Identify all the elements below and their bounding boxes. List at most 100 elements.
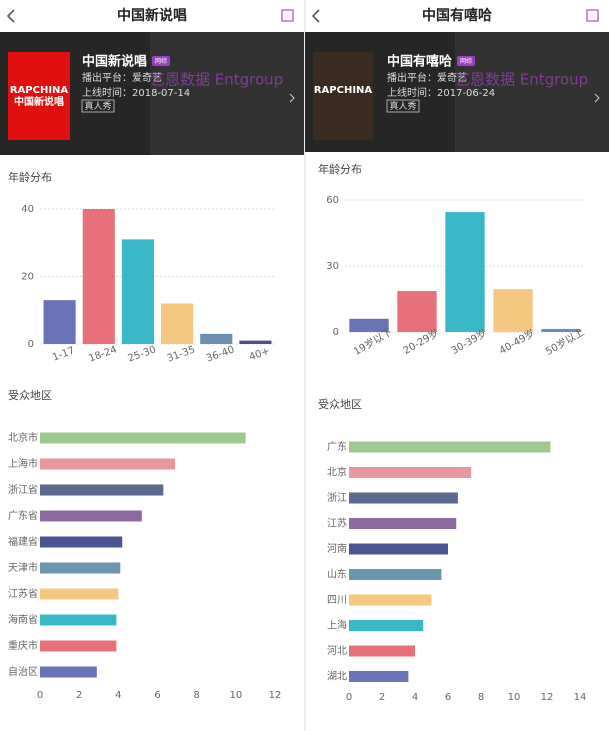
x-tick-label: 10 (508, 692, 521, 703)
bar (40, 640, 117, 652)
y-tick-label: 河南 (327, 542, 347, 555)
x-tick-label: 6 (154, 690, 160, 701)
bar (43, 300, 76, 344)
x-tick-label: 2 (76, 690, 82, 701)
x-tick-label: 8 (193, 690, 199, 701)
chart-title: 年龄分布 (8, 170, 52, 184)
y-tick-label: 北京 (327, 466, 347, 479)
card-arrow[interactable] (594, 93, 600, 103)
bar (40, 666, 97, 678)
y-tick-label: 海南省 (8, 613, 38, 626)
bar (349, 518, 457, 529)
bar (349, 492, 458, 504)
chart-title: 受众地区 (318, 398, 362, 411)
y-tick-label: 广东 (327, 440, 347, 453)
back-button[interactable] (311, 9, 320, 23)
bar (349, 620, 424, 631)
y-tick-label: 30 (326, 261, 339, 272)
y-tick-label: 0 (333, 327, 339, 338)
tag-box (386, 99, 420, 113)
tag: 真人秀 (389, 100, 416, 112)
x-tick-label: 0 (37, 690, 43, 701)
badge-bg (457, 56, 475, 66)
bar (397, 291, 437, 332)
bar (349, 441, 551, 453)
y-tick-label: 40 (21, 204, 34, 215)
bar (349, 645, 415, 657)
bar (40, 562, 121, 574)
bar (349, 594, 432, 606)
share-button[interactable] (586, 9, 599, 22)
bar (200, 333, 233, 344)
back-button[interactable] (6, 9, 15, 23)
bar (40, 614, 117, 626)
card-arrow[interactable] (289, 93, 295, 103)
poster (313, 52, 373, 140)
watermark: 艺恩数据 Entgroup (455, 71, 588, 89)
y-tick-label: 20 (21, 272, 34, 283)
y-tick-label: 北京市 (8, 431, 38, 444)
bar (40, 510, 142, 522)
x-tick-label: 6 (445, 692, 451, 703)
y-tick-label: 自治区 (8, 665, 38, 678)
bar (82, 209, 115, 344)
y-tick-label: 福建省 (8, 535, 38, 548)
share-button[interactable] (281, 9, 294, 22)
bar (541, 328, 581, 332)
bar (445, 212, 485, 332)
show-title: 中国有嘻哈 (387, 54, 452, 70)
x-tick-label: 4 (412, 692, 418, 703)
bar (121, 239, 154, 344)
badge-bg (152, 56, 170, 66)
x-tick-label: 10 (229, 690, 242, 701)
y-tick-label: 湖北 (327, 671, 347, 683)
y-tick-label: 山东 (327, 568, 347, 581)
bar (349, 318, 389, 332)
chart-title: 受众地区 (8, 389, 52, 402)
show-title: 中国新说唱 (82, 54, 147, 70)
bar (40, 536, 123, 548)
x-tick-label: 4 (115, 690, 121, 701)
y-tick-label: 0 (28, 339, 34, 350)
x-tick-label: 12 (541, 692, 554, 703)
header-title: 中国有嘻哈 (422, 7, 492, 24)
watermark: 艺恩数据 Entgroup (150, 71, 283, 89)
badge: 网综 (155, 57, 167, 65)
poster (8, 52, 70, 140)
tag: 真人秀 (84, 100, 111, 112)
date: 上线时间：2017-06-24 (387, 86, 495, 99)
poster-text: 中国新说唱 (14, 95, 64, 108)
bar (40, 484, 164, 496)
poster-text: RAPCHINA (314, 85, 373, 96)
tag-box (81, 99, 115, 113)
card-shade (455, 32, 609, 152)
y-tick-label: 60 (326, 195, 339, 206)
y-tick-label: 河北 (327, 645, 347, 657)
bar (349, 569, 442, 580)
card-shade (150, 32, 304, 155)
badge: 网综 (460, 57, 472, 65)
y-tick-label: 上海 (327, 619, 347, 632)
bar (40, 432, 246, 444)
bar (493, 289, 533, 332)
y-tick-label: 重庆市 (8, 639, 38, 652)
bar (349, 671, 409, 682)
bar (349, 467, 472, 478)
y-tick-label: 江苏省 (8, 587, 38, 600)
y-tick-label: 上海市 (8, 457, 38, 470)
x-tick-label: 2 (379, 692, 385, 703)
x-tick-label: 12 (269, 690, 282, 701)
chart-title: 年龄分布 (318, 162, 362, 176)
divider (304, 0, 306, 731)
y-tick-label: 四川 (327, 595, 347, 606)
y-tick-label: 天津市 (8, 561, 38, 574)
y-tick-label: 江苏 (327, 517, 347, 530)
x-tick-label: 0 (346, 692, 352, 703)
header-title: 中国新说唱 (117, 7, 187, 24)
bar (40, 458, 176, 470)
x-tick-label: 14 (574, 692, 587, 703)
platform: 播出平台：爱奇艺 (387, 71, 467, 84)
y-tick-label: 广东省 (8, 509, 38, 522)
bar (40, 588, 119, 600)
x-tick-label: 8 (478, 692, 484, 703)
